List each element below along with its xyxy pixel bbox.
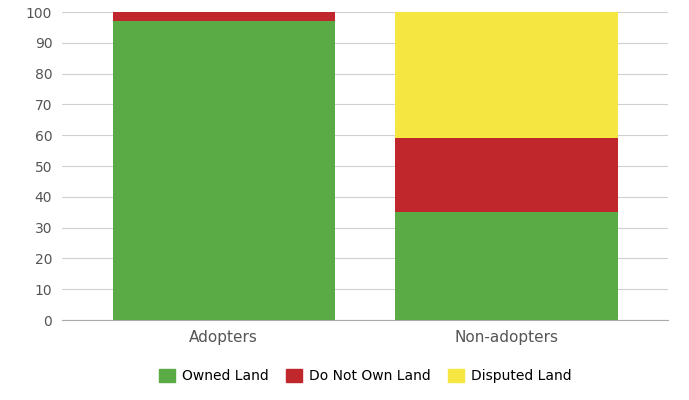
Bar: [395, 12, 618, 138]
Bar: [395, 212, 618, 320]
Bar: [395, 138, 618, 212]
Bar: [112, 12, 335, 21]
Bar: [112, 21, 335, 320]
Legend: Owned Land, Do Not Own Land, Disputed Land: Owned Land, Do Not Own Land, Disputed La…: [153, 364, 577, 389]
